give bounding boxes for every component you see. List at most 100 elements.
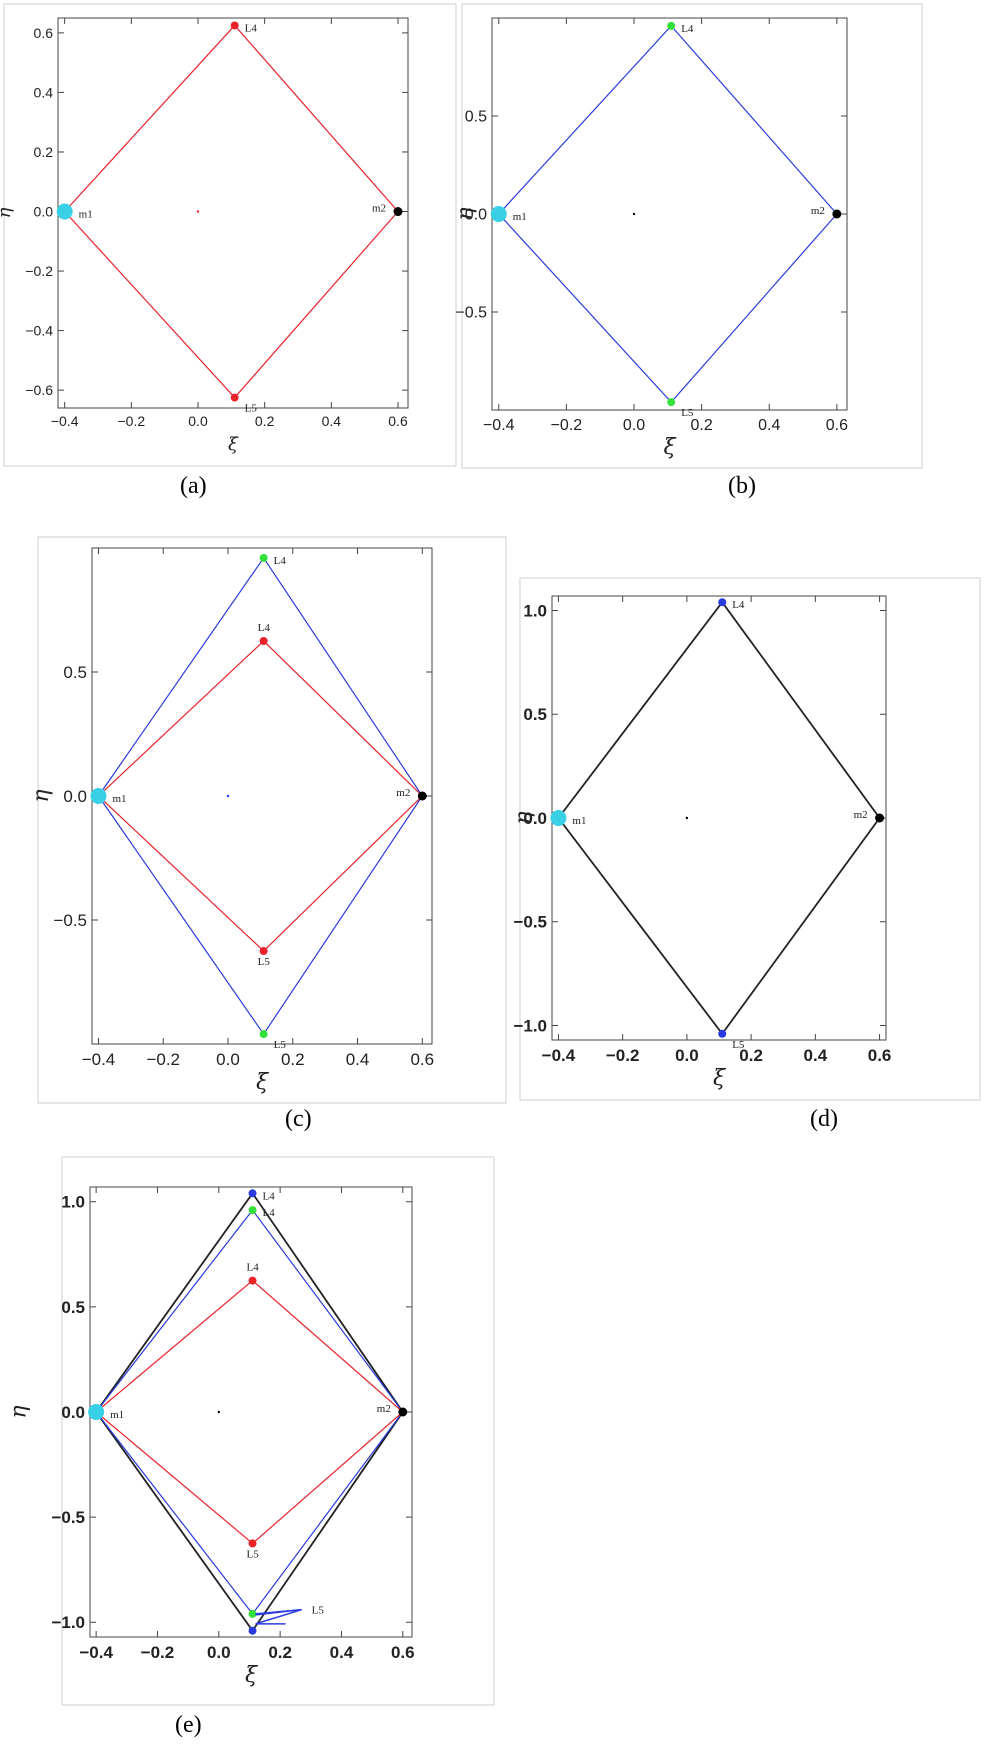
mass-label-m1: m1 (513, 211, 527, 223)
mass-m1 (90, 788, 107, 804)
panel-frame (3, 3, 457, 467)
y-tick-label: 0.0 (61, 1403, 85, 1422)
lagrange-label-0-0: L4 (263, 1190, 276, 1202)
lagrange-point-0-1 (248, 1626, 257, 1635)
plot-frame (89, 1186, 413, 1638)
mass-m2 (393, 207, 403, 217)
x-tick-label: 0.2 (255, 413, 275, 429)
lagrange-point-0-1 (259, 1030, 268, 1039)
caption-b: (b) (728, 473, 756, 499)
x-tick-label: −0.4 (542, 1046, 576, 1065)
x-tick-label: 0.4 (322, 413, 342, 429)
x-tick-label: −0.2 (606, 1046, 640, 1065)
y-axis-label: η (7, 1405, 32, 1418)
lagrange-point-2-1 (248, 1539, 257, 1548)
series-line-0 (557, 600, 881, 1036)
y-tick-label: −0.2 (25, 263, 53, 279)
caption-e: (e) (175, 1712, 202, 1738)
y-tick-label: 0.5 (61, 1298, 85, 1317)
x-tick-label: 0.0 (207, 1643, 231, 1662)
mass-label-m1: m1 (112, 793, 126, 805)
mass-label-m2: m2 (811, 205, 825, 217)
x-tick-label: 0.0 (675, 1046, 699, 1065)
mass-m1 (490, 206, 507, 222)
y-tick-label: −1.0 (51, 1613, 85, 1632)
center-dot (632, 212, 636, 216)
panel-frame (519, 577, 981, 1101)
y-tick-label: 1.0 (523, 601, 547, 620)
lagrange-label-0-0: L4 (274, 555, 287, 567)
y-tick-label: −0.5 (53, 911, 87, 930)
lagrange-label-1-1: L5 (258, 956, 271, 968)
center-dot (685, 816, 689, 820)
y-tick-label: −0.5 (51, 1508, 85, 1527)
x-tick-label: 0.4 (346, 1050, 370, 1069)
y-tick-label: −0.6 (25, 382, 53, 398)
x-tick-label: 0.2 (690, 417, 712, 434)
lagrange-point-1-1 (248, 1609, 257, 1618)
lagrange-point-0-1 (718, 1029, 727, 1038)
plot-frame (491, 17, 848, 411)
x-tick-label: 0.2 (739, 1046, 763, 1065)
x-tick-label: 0.6 (391, 1643, 415, 1662)
x-tick-label: 0.4 (804, 1046, 828, 1065)
center-dot (217, 1410, 220, 1414)
y-tick-label: 0.6 (34, 25, 54, 41)
mass-label-m2: m2 (377, 1403, 391, 1415)
lagrange-point-2-0 (248, 1276, 257, 1285)
y-axis-label: η (511, 811, 536, 824)
x-axis-label: ξ (713, 1066, 727, 1091)
chart-svg-d: −0.4 −0.2 0.0 0.2 0.4 0.6 −1.0 −0.5 0.0 0.5 1.0 ξ η L… (511, 577, 981, 1101)
x-tick-label: −0.2 (118, 413, 146, 429)
lagrange-point-0-1 (667, 398, 676, 407)
lagrange-label-0-1: L5 (274, 1039, 287, 1051)
x-axis-label: ξ (228, 434, 239, 455)
x-tick-label: −0.4 (82, 1050, 116, 1069)
lagrange-label-2-0: L4 (247, 1262, 260, 1274)
chart-panel-e: −0.4 −0.2 0.0 0.2 0.4 0.6 −1.0 −0.5 0.0 0.5 1.0 ξ η L… (0, 1145, 500, 1710)
y-tick-label: 0.4 (34, 84, 54, 100)
lagrange-point-0-1 (230, 393, 239, 402)
plot-frame (57, 17, 409, 409)
caption-c: (c) (285, 1106, 312, 1132)
lagrange-label-0-0: L4 (732, 599, 745, 611)
y-tick-label: 0.0 (465, 207, 487, 224)
lagrange-point-1-0 (259, 637, 268, 645)
x-tick-label: 0.6 (410, 1050, 434, 1069)
y-tick-label: −0.5 (455, 305, 487, 322)
lagrange-point-1-0 (248, 1206, 257, 1215)
mass-m2 (832, 209, 842, 219)
lagrange-point-0-0 (259, 553, 268, 562)
mass-label-m1: m1 (110, 1409, 124, 1421)
chart-svg-c: −0.4 −0.2 0.0 0.2 0.4 0.6 −0.5 0.0 0.5 ξ η L4 L5 L4 L5… (29, 536, 507, 1104)
panel-frame (461, 3, 923, 469)
mass-m2 (417, 791, 427, 801)
chart-svg-e: −0.4 −0.2 0.0 0.2 0.4 0.6 −1.0 −0.5 0.0 0.5 1.0 ξ η L… (7, 1156, 495, 1706)
y-tick-label: 0.0 (34, 203, 54, 219)
y-tick-label: 0.0 (523, 809, 547, 828)
mass-m2 (875, 813, 885, 823)
lagrange-point-0-0 (718, 598, 727, 607)
y-tick-label: 0.0 (63, 787, 87, 806)
lagrange-point-0-0 (248, 1189, 257, 1198)
x-tick-label: 0.6 (826, 417, 848, 434)
x-tick-label: −0.2 (551, 417, 583, 434)
x-axis-label: ξ (256, 1070, 270, 1095)
x-tick-label: −0.4 (51, 413, 79, 429)
center-dot (226, 794, 230, 798)
x-tick-label: −0.4 (483, 417, 515, 434)
chart-panel-b: −0.4 −0.2 0.0 0.2 0.4 0.6 −0.5 0.0 0.5 ξ η L4 L5 m1 m2 (453, 0, 923, 470)
annotation-arrow-lower (255, 1608, 302, 1625)
x-tick-label: 0.0 (216, 1050, 240, 1069)
panel-frame (61, 1156, 495, 1706)
mass-m1 (56, 203, 73, 220)
mass-label-m1: m1 (79, 209, 93, 221)
y-axis-label: η (0, 207, 15, 218)
x-tick-label: 0.6 (388, 413, 408, 429)
mass-label-m1: m1 (572, 815, 586, 827)
annotation-label: L5 (312, 1605, 325, 1617)
x-tick-label: 0.0 (188, 413, 208, 429)
lagrange-label-0-0: L4 (681, 23, 694, 35)
lagrange-point-0-0 (667, 21, 676, 30)
lagrange-label-2-1: L5 (247, 1548, 260, 1560)
